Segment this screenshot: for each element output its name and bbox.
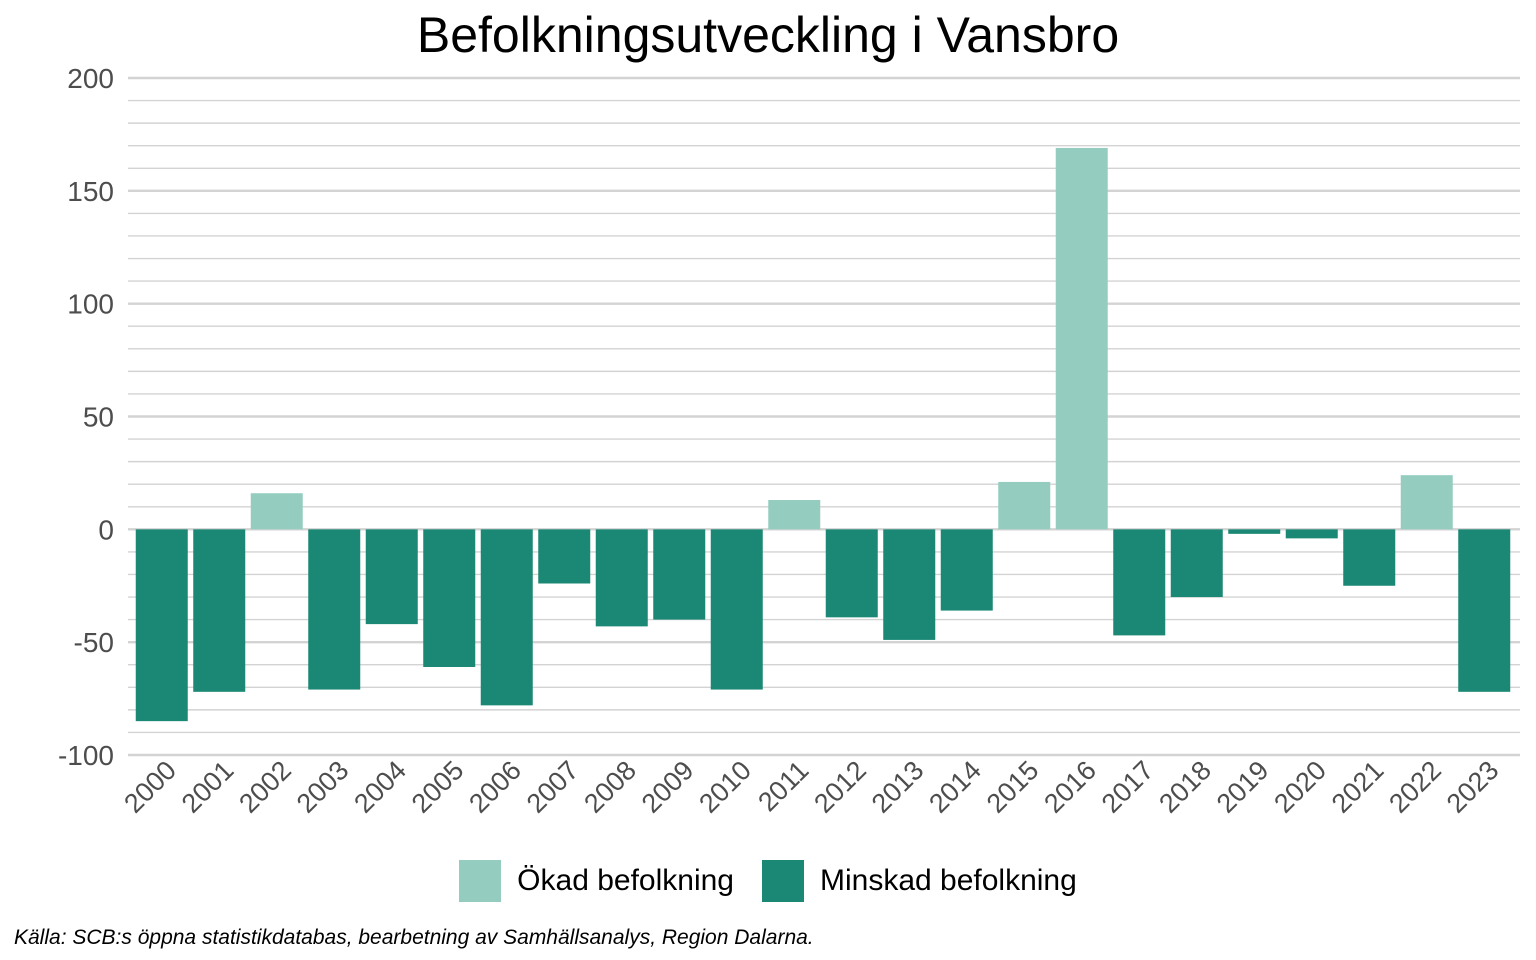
bar-2010 [710, 529, 763, 690]
bar-2000 [135, 529, 188, 722]
bar-2021 [1343, 529, 1396, 586]
legend-label-increase: Ökad befolkning [517, 864, 734, 897]
y-tick-label: 50 [83, 402, 114, 433]
bar-2002 [250, 493, 303, 530]
x-tick-label: 2016 [1038, 755, 1102, 819]
y-axis-ticks: -100 -50 0 50 100 150 200 [58, 63, 114, 771]
legend-item-increase: Ökad befolkning [459, 860, 734, 902]
x-tick-label: 2005 [406, 755, 470, 819]
legend-swatch-increase [459, 860, 502, 902]
chart-title: Befolkningsutveckling i Vansbro [416, 7, 1120, 63]
x-tick-label: 2012 [808, 755, 872, 819]
y-tick-label: 0 [98, 514, 114, 545]
x-tick-label: 2004 [348, 755, 412, 819]
x-tick-label: 2006 [463, 755, 527, 819]
bar-2020 [1285, 529, 1338, 539]
bar-2004 [365, 529, 418, 625]
y-tick-label: 100 [67, 289, 114, 320]
bar-2014 [940, 529, 993, 611]
x-tick-label: 2002 [233, 755, 297, 819]
x-tick-label: 2014 [923, 755, 987, 819]
bars [135, 147, 1511, 722]
x-tick-label: 2009 [636, 755, 700, 819]
bar-2023 [1458, 529, 1511, 692]
x-tick-label: 2010 [693, 755, 757, 819]
bar-2019 [1228, 529, 1281, 534]
x-tick-label: 2022 [1383, 755, 1447, 819]
bar-2015 [998, 481, 1051, 530]
bar-2003 [308, 529, 361, 690]
x-tick-label: 2023 [1441, 755, 1505, 819]
legend: Ökad befolkning Minskad befolkning [0, 860, 1536, 902]
bar-2022 [1400, 475, 1453, 530]
y-tick-label: -100 [58, 740, 114, 771]
x-tick-label: 2003 [291, 755, 355, 819]
x-tick-label: 2017 [1096, 755, 1160, 819]
bar-2016 [1055, 147, 1108, 530]
y-tick-label: -50 [74, 627, 114, 658]
bar-2008 [595, 529, 648, 627]
x-axis-ticks: 2000200120022003200420052006200720082009… [118, 755, 1504, 819]
bar-2017 [1113, 529, 1166, 636]
bar-2012 [825, 529, 878, 618]
x-tick-label: 2015 [981, 755, 1045, 819]
bar-2018 [1170, 529, 1223, 598]
x-tick-label: 2020 [1268, 755, 1332, 819]
bar-2013 [883, 529, 936, 640]
bar-2005 [423, 529, 476, 667]
bar-2006 [480, 529, 533, 706]
source-note: Källa: SCB:s öppna statistikdatabas, bea… [14, 926, 814, 949]
bar-2007 [538, 529, 591, 584]
x-tick-label: 2000 [118, 755, 182, 819]
y-tick-label: 200 [67, 63, 114, 94]
x-tick-label: 2018 [1153, 755, 1217, 819]
legend-label-decrease: Minskad befolkning [819, 864, 1077, 897]
x-tick-label: 2008 [578, 755, 642, 819]
bar-2001 [193, 529, 246, 692]
x-tick-label: 2001 [176, 755, 240, 819]
y-tick-label: 150 [67, 176, 114, 207]
bar-2011 [768, 499, 821, 530]
x-tick-label: 2013 [866, 755, 930, 819]
x-tick-label: 2019 [1211, 755, 1275, 819]
bar-2009 [653, 529, 706, 620]
x-tick-label: 2007 [521, 755, 585, 819]
x-tick-label: 2011 [752, 755, 814, 817]
legend-item-decrease: Minskad befolkning [761, 860, 1077, 902]
legend-swatch-decrease [761, 860, 804, 902]
x-tick-label: 2021 [1326, 755, 1390, 819]
